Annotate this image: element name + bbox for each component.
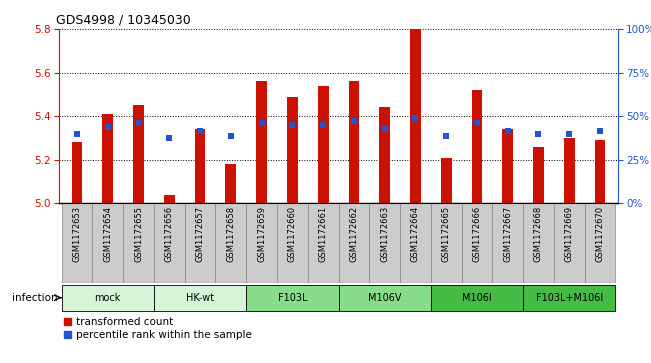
Text: GSM1172658: GSM1172658 <box>227 206 236 262</box>
Bar <box>246 203 277 283</box>
Legend: transformed count, percentile rank within the sample: transformed count, percentile rank withi… <box>64 317 252 340</box>
Text: GDS4998 / 10345030: GDS4998 / 10345030 <box>56 13 191 26</box>
Bar <box>594 140 605 203</box>
Bar <box>164 195 174 203</box>
Bar <box>585 203 615 283</box>
Text: GSM1172670: GSM1172670 <box>596 206 605 262</box>
Bar <box>431 203 462 283</box>
Bar <box>339 203 369 283</box>
Text: GSM1172661: GSM1172661 <box>318 206 327 262</box>
Bar <box>185 203 215 283</box>
Bar <box>471 90 482 203</box>
Text: GSM1172657: GSM1172657 <box>195 206 204 262</box>
Bar <box>133 105 144 203</box>
Bar <box>308 203 339 283</box>
Bar <box>523 203 554 283</box>
Text: F103L: F103L <box>277 293 307 303</box>
Text: F103L+M106I: F103L+M106I <box>536 293 603 303</box>
Text: GSM1172660: GSM1172660 <box>288 206 297 262</box>
Bar <box>462 203 492 283</box>
Text: infection: infection <box>12 293 58 303</box>
Bar <box>72 142 83 203</box>
Text: GSM1172664: GSM1172664 <box>411 206 420 262</box>
Bar <box>102 114 113 203</box>
Text: mock: mock <box>94 293 121 303</box>
Bar <box>225 164 236 203</box>
Bar <box>380 107 390 203</box>
Bar <box>277 203 308 283</box>
Bar <box>492 203 523 283</box>
Bar <box>503 129 513 203</box>
Text: GSM1172659: GSM1172659 <box>257 206 266 262</box>
Bar <box>564 138 575 203</box>
Text: GSM1172667: GSM1172667 <box>503 206 512 262</box>
Text: GSM1172668: GSM1172668 <box>534 206 543 262</box>
Text: GSM1172663: GSM1172663 <box>380 206 389 262</box>
Text: HK-wt: HK-wt <box>186 293 214 303</box>
Bar <box>62 203 92 283</box>
Bar <box>431 285 523 311</box>
Bar <box>123 203 154 283</box>
Bar <box>287 97 298 203</box>
Bar <box>256 81 267 203</box>
Bar <box>195 129 206 203</box>
Text: M106V: M106V <box>368 293 402 303</box>
Bar <box>92 203 123 283</box>
Text: GSM1172653: GSM1172653 <box>72 206 81 262</box>
Bar <box>410 29 421 203</box>
Bar <box>533 147 544 203</box>
Bar <box>523 285 615 311</box>
Text: GSM1172655: GSM1172655 <box>134 206 143 262</box>
Text: GSM1172669: GSM1172669 <box>564 206 574 262</box>
Bar <box>339 285 431 311</box>
Bar <box>441 158 452 203</box>
Bar <box>246 285 339 311</box>
Text: GSM1172666: GSM1172666 <box>473 206 482 262</box>
Bar <box>554 203 585 283</box>
Text: GSM1172662: GSM1172662 <box>350 206 359 262</box>
Bar <box>154 285 246 311</box>
Bar <box>369 203 400 283</box>
Text: GSM1172654: GSM1172654 <box>104 206 113 262</box>
Bar <box>348 81 359 203</box>
Bar <box>215 203 246 283</box>
Bar <box>154 203 185 283</box>
Bar <box>62 285 154 311</box>
Text: GSM1172665: GSM1172665 <box>441 206 450 262</box>
Text: GSM1172656: GSM1172656 <box>165 206 174 262</box>
Text: M106I: M106I <box>462 293 492 303</box>
Bar <box>318 86 329 203</box>
Bar <box>400 203 431 283</box>
